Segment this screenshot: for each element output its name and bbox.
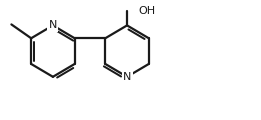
Text: N: N <box>49 20 57 30</box>
Text: OH: OH <box>138 6 155 16</box>
Text: N: N <box>123 72 131 82</box>
